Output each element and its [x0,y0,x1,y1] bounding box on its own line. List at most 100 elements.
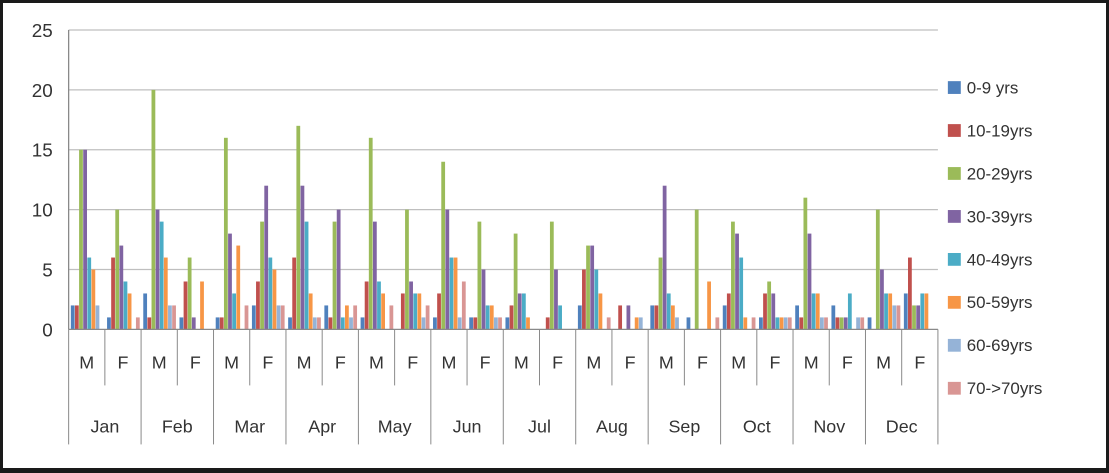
x-axis-gender-label: M [731,353,746,373]
bar-feb-f-3 [187,257,192,330]
bar-jan-f-3 [115,209,120,330]
bar-dec-m-6 [888,293,893,330]
x-axis-gender-label: F [480,353,491,373]
bar-apr-m-5 [304,221,309,330]
bar-dec-f-2 [908,257,912,330]
bar-may-m-3 [368,137,373,330]
bar-oct-m-4 [735,233,739,330]
legend-label: 70->70yrs [967,379,1043,398]
bar-nov-m-1 [795,305,799,330]
bar-jun-m-6 [453,257,458,330]
bar-aug-m-3 [586,245,590,330]
x-axis-gender-label: M [224,353,239,373]
bar-apr-m-4 [300,185,305,330]
bar-jul-f-4 [554,269,558,330]
bar-apr-f-4 [336,209,341,330]
bar-dec-f-3 [912,305,916,330]
bar-jun-f-3 [477,221,482,330]
bar-jun-m-1 [433,317,437,330]
bar-may-f-8 [425,305,430,330]
bar-may-f-7 [421,317,426,330]
legend-swatch [947,381,961,395]
bar-may-f-3 [405,209,409,330]
legend-swatch [947,252,961,266]
bar-may-m-1 [360,317,365,330]
bar-feb-f-6 [200,281,204,330]
bar-oct-m-1 [722,305,727,330]
bar-oct-f-3 [767,281,772,330]
x-axis-gender-label: M [804,353,819,373]
x-axis-month-label: Dec [886,417,918,437]
y-axis-tick-label: 0 [42,319,52,340]
bar-jun-m-5 [449,257,454,330]
bar-feb-m-1 [143,293,148,330]
bar-apr-f-2 [328,317,333,330]
bar-dec-m-7 [892,305,897,330]
x-axis-gender-label: F [118,353,129,373]
y-axis-tick-label: 5 [42,259,52,280]
bar-sep-m-5 [666,293,671,330]
bar-mar-m-1 [215,317,220,330]
bar-jul-m-6 [526,317,530,330]
bar-nov-m-3 [803,197,808,330]
bar-apr-f-5 [340,317,345,330]
bar-may-f-4 [409,281,413,330]
bar-nov-f-8 [860,317,865,330]
bar-apr-f-3 [332,221,337,330]
bar-feb-f-2 [183,281,188,330]
bar-aug-m-8 [606,317,611,330]
bar-nov-m-2 [799,317,804,330]
x-axis-month-label: Nov [813,417,845,437]
bar-mar-m-8 [244,305,249,330]
x-axis-gender-label: F [407,353,418,373]
x-axis-month-label: Apr [308,417,336,437]
bar-nov-f-3 [839,317,844,330]
bar-feb-f-4 [191,317,196,330]
bar-nov-f-7 [856,317,860,330]
bar-apr-m-1 [288,317,292,330]
bar-mar-m-5 [232,293,237,330]
bar-feb-m-2 [147,317,152,330]
x-axis-month-label: Mar [234,417,265,437]
bar-nov-m-8 [824,317,828,330]
bar-aug-f-4 [626,305,631,330]
bar-oct-f-4 [771,293,776,330]
bar-nov-f-2 [835,317,840,330]
legend-swatch [947,338,961,352]
bar-jan-m-4 [83,149,87,330]
bar-sep-m-7 [675,317,679,330]
bar-jun-m-8 [461,281,466,330]
x-axis-month-label: Jun [453,417,482,437]
bar-mar-f-7 [276,305,281,330]
bar-jan-f-6 [127,293,132,330]
bar-dec-f-4 [916,305,921,330]
x-axis-month-label: Feb [162,417,193,437]
bar-dec-f-6 [924,293,929,330]
grouped-bar-chart: 0 5 10 15 20 25 M F M F M F M F M F M F M F M F M F M F M F M F Jan Feb… [32,20,1043,445]
bar-oct-f-2 [763,293,767,330]
bar-sep-m-1 [650,305,655,330]
bar-mar-f-8 [280,305,285,330]
bar-nov-m-4 [807,233,812,330]
x-axis-gender-label: F [697,353,708,373]
x-axis-gender-label: M [152,353,167,373]
bar-jun-m-2 [437,293,441,330]
bar-feb-m-6 [163,257,168,330]
bar-feb-m-4 [155,209,160,330]
bar-feb-f-1 [179,317,184,330]
x-axis-gender-label: M [586,353,601,373]
bar-oct-f-1 [759,317,763,330]
bar-nov-f-1 [831,305,836,330]
legend-label: 60-69yrs [967,336,1033,355]
x-axis-month-label: Jul [528,417,551,437]
bar-sep-f-8 [715,317,720,330]
bar-may-m-4 [372,221,377,330]
x-axis-gender-label: M [441,353,456,373]
y-axis-tick-label: 25 [32,20,53,41]
bar-may-f-5 [413,293,418,330]
bar-may-m-6 [381,293,386,330]
y-axis-tick-label: 10 [32,200,53,221]
legend-swatch [947,81,961,94]
bar-dec-f-5 [920,293,925,330]
